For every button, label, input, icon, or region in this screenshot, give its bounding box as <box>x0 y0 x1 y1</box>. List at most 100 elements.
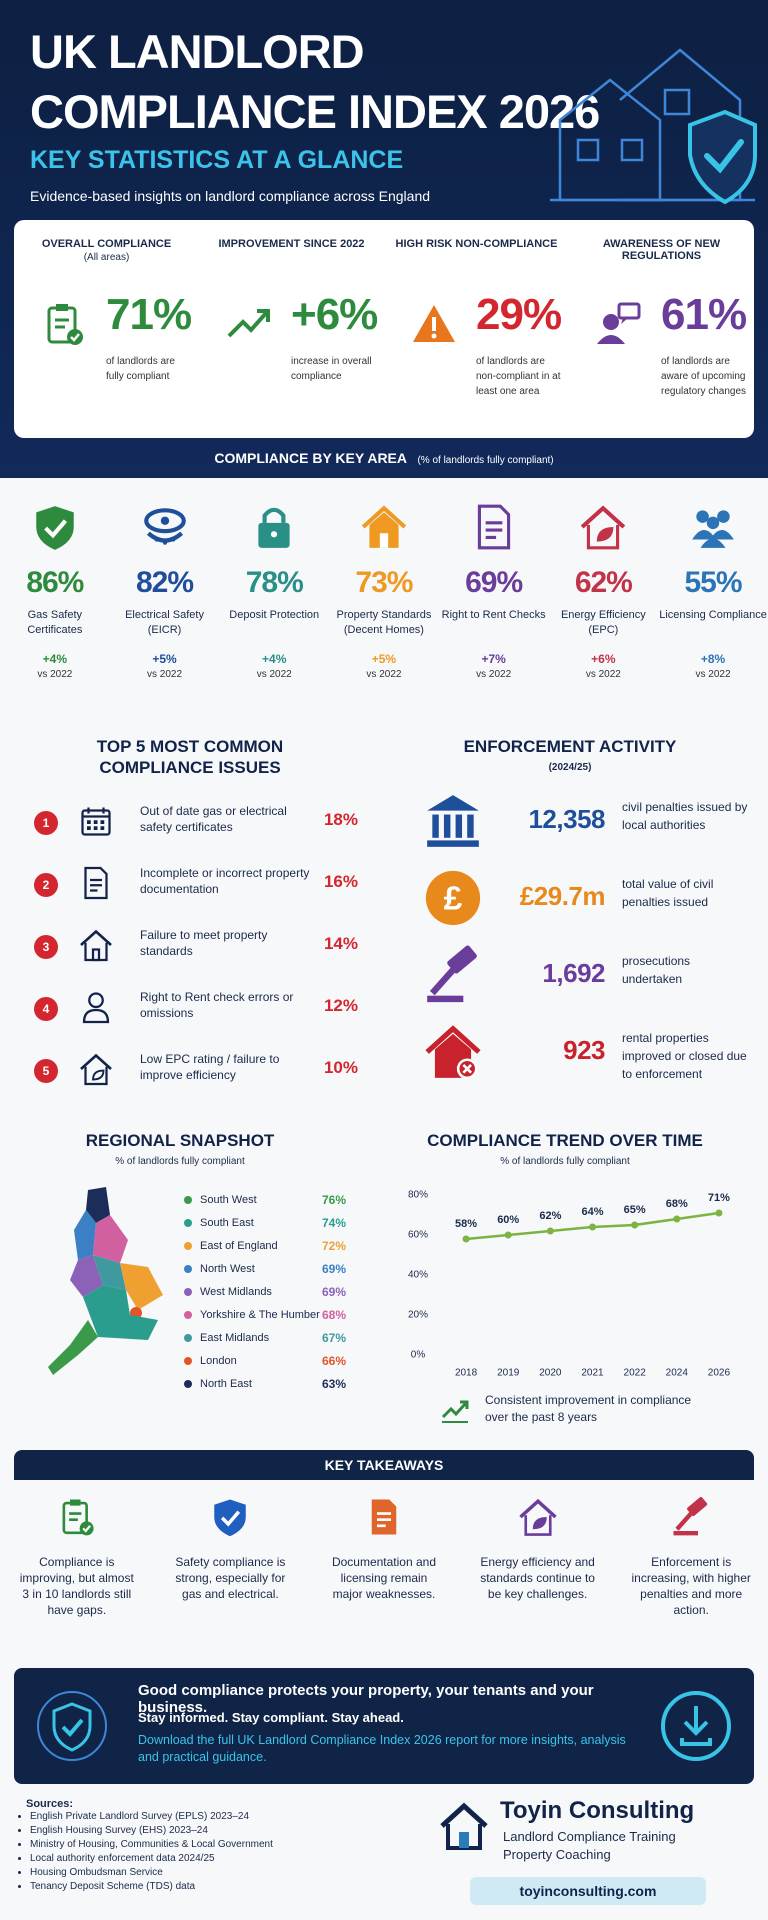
icon-shape <box>80 929 112 946</box>
icon-shape <box>687 1497 708 1516</box>
brand-url[interactable]: toyinconsulting.com <box>470 1877 706 1905</box>
takeaway-text: Safety compliance is strong, especially … <box>175 1555 286 1601</box>
icon-shape <box>688 109 757 205</box>
icon <box>78 927 114 963</box>
area-value: 55% <box>684 566 743 599</box>
icon-shape <box>597 335 625 344</box>
icon <box>422 944 484 1006</box>
icon <box>140 502 190 552</box>
takeaway-text: Compliance is improving, but almost 3 in… <box>19 1555 134 1617</box>
issue-text: Failure to meet property standards <box>140 928 268 958</box>
region-value: 63% <box>321 1377 346 1391</box>
icon-shape <box>692 529 734 540</box>
region-dot <box>184 1334 192 1342</box>
region: London 66% <box>184 1351 354 1371</box>
area-value: 86% <box>26 566 84 599</box>
y-tick-label: 0% <box>411 1350 426 1361</box>
stat-title-text: IMPROVEMENT SINCE 2022 <box>218 238 365 250</box>
icon-shape <box>154 537 159 542</box>
icon-shape <box>70 1255 103 1297</box>
issue-value: 12% <box>323 996 358 1015</box>
icon-shape <box>221 1510 241 1527</box>
icon-shape <box>91 948 101 962</box>
icon <box>670 1496 712 1538</box>
icon-shape <box>603 314 619 330</box>
icon-shape <box>93 826 98 830</box>
icon-shape <box>37 1691 107 1761</box>
trend-chart: 0% 20% 40% 60% 80% 2018 2019 2020 2021 2022 2024 20… <box>408 1190 730 1379</box>
area-value: 78% <box>245 566 304 599</box>
enforcement-value: 1,692 <box>542 958 605 988</box>
region: East of England 72% <box>184 1236 354 1256</box>
icon-shape <box>532 1517 547 1530</box>
icon <box>30 502 80 552</box>
region-name: North West <box>200 1263 255 1275</box>
stat-title-text: HIGH RISK NON-COMPLIANCE <box>395 238 558 250</box>
key-area-heading: COMPLIANCE BY KEY AREA (% of landlords f… <box>0 450 768 468</box>
icon-shape <box>84 866 108 900</box>
title: COMPLIANCE INDEX 2026 <box>30 85 600 138</box>
brand-line: Landlord Compliance Training <box>503 1829 676 1844</box>
icon-shape <box>617 302 641 320</box>
icon-shape <box>675 1512 693 1531</box>
issue-value: 10% <box>323 1058 358 1077</box>
region-value: 69% <box>321 1262 346 1276</box>
enforcement-value: 12,358 <box>528 804 605 834</box>
icon-shape <box>425 870 481 926</box>
stat-value: 29% <box>476 290 562 339</box>
icon-shape <box>706 516 720 530</box>
issue-text: Right to Rent check errors or omissions <box>140 990 294 1020</box>
icon-shape <box>440 1802 488 1828</box>
region: South West 76% <box>184 1190 354 1210</box>
icon-shape <box>429 967 456 996</box>
enforcement-item: £ £29.7m total value of civil penalties is… <box>400 867 768 937</box>
source: Tenancy Deposit Scheme (TDS) data <box>30 1880 360 1894</box>
x-tick-label: 2022 <box>624 1368 647 1379</box>
area-label: Energy Efficiency (EPC) <box>560 609 646 636</box>
data-point <box>462 1235 470 1243</box>
source: English Private Landlord Survey (EPLS) 2… <box>30 1810 360 1824</box>
icon-shape <box>93 1255 126 1290</box>
value-label: 65% <box>624 1204 646 1216</box>
key-area: 62% Energy Efficiency (EPC) +6% vs 2022 <box>549 484 659 714</box>
icon-shape <box>88 992 104 1009</box>
icon-shape <box>143 508 186 534</box>
section-title: ENFORCEMENT ACTIVITY <box>463 737 677 756</box>
stat-description: of landlords are fully compliant <box>106 356 175 382</box>
icon-shape <box>447 945 477 974</box>
enforcement-description: total value of civil penalties issued <box>622 877 714 909</box>
y-tick-label: 20% <box>408 1310 428 1321</box>
stat-title-text: OVERALL COMPLIANCE <box>41 238 172 250</box>
region-dot <box>184 1242 192 1250</box>
takeaways-title: KEY TAKEAWAYS <box>14 1450 754 1480</box>
icon-shape <box>455 814 463 838</box>
stat-value: 61% <box>661 290 747 339</box>
icon-shape <box>162 540 167 545</box>
icon-shape <box>55 318 69 329</box>
area-value: 69% <box>465 566 523 599</box>
issue: 3 Failure to meet property standards 14% <box>0 922 380 978</box>
icon <box>517 1496 559 1538</box>
takeaway-text: Enforcement is increasing, with higher p… <box>631 1555 751 1617</box>
trend-icon <box>441 1400 469 1423</box>
area-vs: vs 2022 <box>585 669 621 680</box>
icon-shape <box>62 1499 94 1536</box>
cta-tagline: Stay informed. Stay compliant. Stay ahea… <box>138 1710 404 1725</box>
icon-shape <box>663 88 691 116</box>
area-vs: vs 2022 <box>147 669 183 680</box>
icon-shape <box>100 826 105 830</box>
region-dot <box>184 1219 192 1227</box>
x-tick-label: 2019 <box>497 1368 520 1379</box>
area-change: +5% <box>152 652 177 666</box>
source: Ministry of Housing, Communities & Local… <box>30 1838 360 1852</box>
icon-shape <box>477 504 510 550</box>
icon-shape <box>43 519 67 539</box>
icon-shape <box>69 1499 81 1506</box>
icon-shape <box>84 942 108 962</box>
icon-shape <box>93 1215 128 1263</box>
stat-note: (All areas) <box>83 252 130 263</box>
region-dot <box>184 1380 192 1388</box>
region-dot <box>184 1357 192 1365</box>
icon <box>78 989 114 1025</box>
